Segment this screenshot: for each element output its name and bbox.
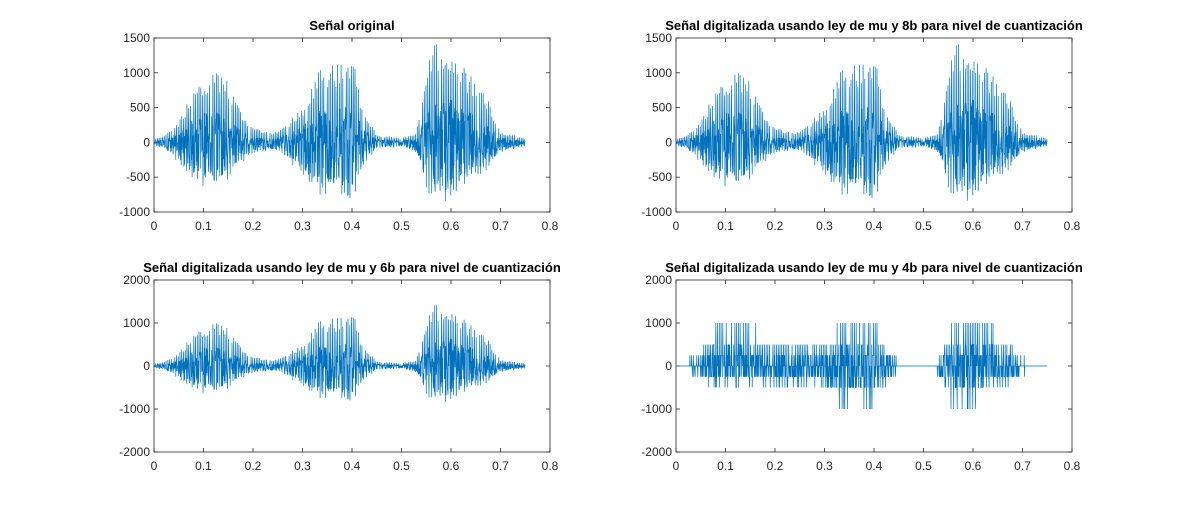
- x-tick-label: 0.1: [195, 459, 212, 473]
- x-tick-label: 0.7: [1014, 219, 1031, 233]
- x-tick-label: 0.7: [492, 219, 509, 233]
- y-tick-label: 500: [652, 101, 672, 115]
- axes-2: Señal digitalizada usando ley de mu y 8b…: [641, 18, 1083, 233]
- x-tick-label: 0.3: [294, 219, 311, 233]
- y-tick-label: 0: [665, 135, 672, 149]
- y-tick-label: -1000: [641, 205, 672, 219]
- y-tick-label: -1000: [119, 402, 150, 416]
- y-tick-label: 1500: [645, 31, 672, 45]
- axes-4: Señal digitalizada usando ley de mu y 4b…: [641, 260, 1083, 473]
- y-tick-label: 1000: [123, 66, 150, 80]
- x-tick-label: 0.6: [443, 459, 460, 473]
- chart-title: Señal digitalizada usando ley de mu y 8b…: [665, 18, 1083, 33]
- x-tick-label: 0.1: [717, 219, 734, 233]
- y-tick-label: 1000: [123, 316, 150, 330]
- y-tick-label: -2000: [641, 445, 672, 459]
- x-tick-label: 0.8: [1064, 459, 1081, 473]
- y-tick-label: 0: [665, 359, 672, 373]
- y-tick-label: -1000: [641, 402, 672, 416]
- x-tick-label: 0: [673, 459, 680, 473]
- x-tick-label: 0.8: [542, 459, 559, 473]
- y-tick-label: 1500: [123, 31, 150, 45]
- x-tick-label: 0.5: [393, 219, 410, 233]
- x-tick-label: 0.3: [816, 219, 833, 233]
- x-tick-label: 0.1: [195, 219, 212, 233]
- y-tick-label: 2000: [645, 273, 672, 287]
- x-tick-label: 0.2: [767, 219, 784, 233]
- x-tick-label: 0.3: [816, 459, 833, 473]
- signal-line: [676, 322, 1048, 410]
- x-tick-label: 0.8: [542, 219, 559, 233]
- axes-3: Señal digitalizada usando ley de mu y 6b…: [119, 260, 561, 473]
- x-tick-label: 0.5: [393, 459, 410, 473]
- x-tick-label: 0.4: [344, 219, 361, 233]
- x-tick-label: 0.2: [245, 219, 262, 233]
- x-tick-label: 0: [151, 219, 158, 233]
- x-tick-label: 0.8: [1064, 219, 1081, 233]
- x-tick-label: 0.4: [866, 459, 883, 473]
- chart-title: Señal digitalizada usando ley de mu y 4b…: [665, 260, 1083, 275]
- x-tick-label: 0: [151, 459, 158, 473]
- x-tick-label: 0.6: [965, 459, 982, 473]
- y-tick-label: -2000: [119, 445, 150, 459]
- x-tick-label: 0: [673, 219, 680, 233]
- y-tick-label: -500: [648, 170, 672, 184]
- signal-line: [675, 44, 1048, 201]
- signal-line: [153, 304, 526, 403]
- x-tick-label: 0.5: [915, 219, 932, 233]
- signal-line: [153, 44, 526, 201]
- x-tick-label: 0.7: [1014, 459, 1031, 473]
- y-tick-label: 1000: [645, 316, 672, 330]
- x-tick-label: 0.4: [344, 459, 361, 473]
- y-tick-label: 2000: [123, 273, 150, 287]
- x-tick-label: 0.1: [717, 459, 734, 473]
- x-tick-label: 0.6: [443, 219, 460, 233]
- x-tick-label: 0.4: [866, 219, 883, 233]
- y-tick-label: 0: [143, 135, 150, 149]
- x-tick-label: 0.5: [915, 459, 932, 473]
- x-tick-label: 0.2: [767, 459, 784, 473]
- chart-title: Señal original: [309, 18, 394, 33]
- chart-title: Señal digitalizada usando ley de mu y 6b…: [143, 260, 561, 275]
- y-tick-label: -500: [126, 170, 150, 184]
- y-tick-label: -1000: [119, 205, 150, 219]
- y-tick-label: 1000: [645, 66, 672, 80]
- x-tick-label: 0.3: [294, 459, 311, 473]
- y-tick-label: 0: [143, 359, 150, 373]
- y-tick-label: 500: [130, 101, 150, 115]
- axes-1: Señal original 0 0.1 0.2 0.3 0.4 0.5 0.6 0.7 0.8 -…: [119, 18, 558, 233]
- x-tick-label: 0.6: [965, 219, 982, 233]
- x-tick-label: 0.7: [492, 459, 509, 473]
- x-tick-label: 0.2: [245, 459, 262, 473]
